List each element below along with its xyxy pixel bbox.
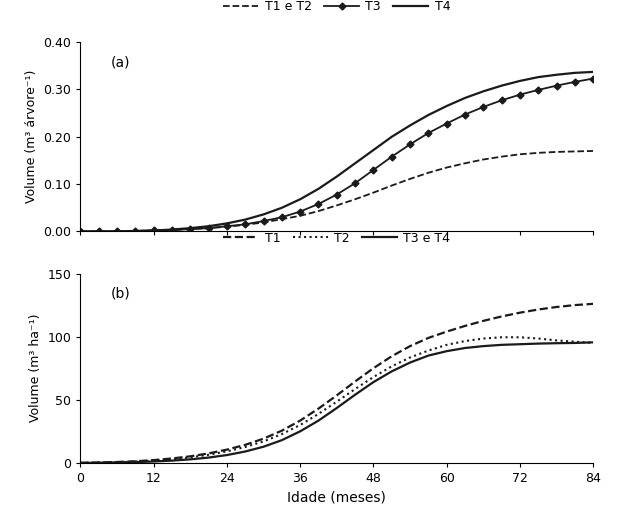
Y-axis label: Volume (m³ árvore⁻¹): Volume (m³ árvore⁻¹) [25,70,38,204]
Legend: T1 e T2, T3, T4: T1 e T2, T3, T4 [218,0,455,18]
Y-axis label: Volume (m³ ha⁻¹): Volume (m³ ha⁻¹) [29,314,42,422]
Legend: T1, T2, T3 e T4: T1, T2, T3 e T4 [218,227,455,250]
Text: (a): (a) [111,55,130,69]
X-axis label: Idade (meses): Idade (meses) [287,490,386,504]
Text: (b): (b) [111,287,131,301]
